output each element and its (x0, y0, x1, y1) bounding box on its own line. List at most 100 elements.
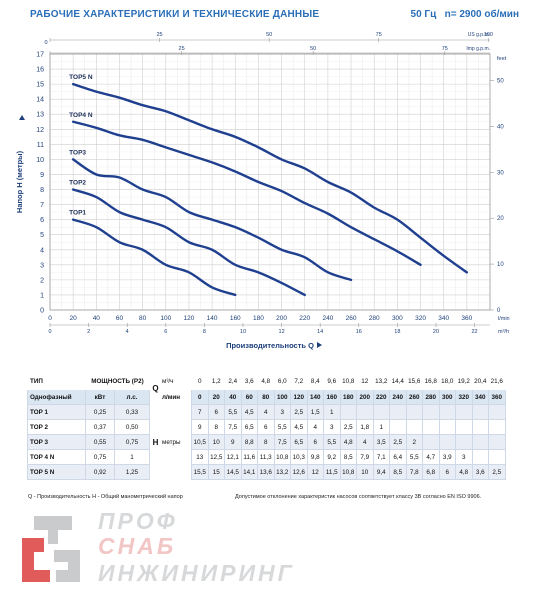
feet-tick-label: 40 (497, 124, 504, 130)
head-cell: 3 (273, 404, 291, 420)
company-logo: ПРОФ СНАБ ИНЖИНИРИНГ (14, 504, 334, 596)
head-cell: 5,5 (273, 419, 291, 435)
head-cell (471, 404, 489, 420)
imp-gpm-unit-label: Imp g.p.m. (466, 46, 490, 52)
head-cell (488, 404, 506, 420)
x-tick-label: 320 (415, 315, 426, 322)
head-cell: 5,5 (323, 434, 341, 450)
y-tick-label: 13 (36, 112, 44, 119)
imp-gpm-tick-label: 25 (179, 46, 185, 52)
m3h-cell: 18,0 (438, 372, 456, 390)
x-tick-label: 280 (369, 315, 380, 322)
feet-tick-label: 50 (497, 79, 504, 85)
head-cell: 2,5 (389, 434, 407, 450)
head-cell (471, 419, 489, 435)
head-cell: 4,7 (422, 449, 440, 465)
head-cell: 9 (224, 434, 242, 450)
series-label-top5-n: TOP5 N (69, 74, 93, 81)
m3h-cell: 9,6 (323, 372, 341, 390)
model-name: TOP 5 N (27, 464, 86, 480)
lmin-cell: 40 (224, 389, 242, 405)
header-rpm: n= 2900 об/мин (444, 9, 519, 20)
m3h-tick-label: 10 (240, 329, 246, 335)
series-label-top1: TOP1 (69, 210, 86, 217)
y-tick-label: 5 (40, 232, 44, 239)
series-label-top2: TOP2 (69, 180, 86, 187)
y-tick-label: 6 (40, 217, 44, 224)
us-gpm-tick-label: 100 (484, 32, 493, 38)
y-tick-label: 0 (40, 308, 44, 315)
series-label-top4-n: TOP4 N (69, 112, 93, 119)
plot-frame (49, 53, 491, 311)
header-kw: кВт (85, 389, 115, 405)
header-speed: 50 Гц n= 2900 об/мин (411, 9, 519, 20)
head-cell: 6,5 (290, 434, 308, 450)
head-cell: 1,5 (306, 404, 324, 420)
table-row: TOP 3 0,55 0,75 10,5 10 9 8,8 8 7,5 6,5 6 5,5 4,8 4 3,… (27, 434, 506, 450)
head-cell: 2,5 (290, 404, 308, 420)
lmin-cell: 340 (471, 389, 489, 405)
feet-tick-label: 20 (497, 216, 504, 222)
series-line-top1 (71, 218, 237, 297)
head-cell: 13 (191, 449, 209, 465)
lmin-cell: 220 (372, 389, 390, 405)
head-cell (455, 404, 473, 420)
header-hp: л.с. (114, 389, 150, 405)
head-cell (488, 449, 506, 465)
m3h-tick-label: 6 (164, 329, 167, 335)
head-cell (422, 404, 440, 420)
head-cell: 8 (257, 434, 275, 450)
head-cell: 7,5 (224, 419, 242, 435)
y-tick-label: 14 (36, 97, 44, 104)
x-tick-label: 160 (230, 315, 241, 322)
head-cell: 4 (306, 419, 324, 435)
q-symbol: Q (149, 372, 161, 405)
x-tick-label: 200 (276, 315, 287, 322)
x-tick-label: 20 (70, 315, 78, 322)
head-cell: 5,5 (224, 404, 242, 420)
feet-tick-label: 30 (497, 170, 504, 176)
series-line-top2 (71, 188, 306, 297)
power-hp: 0,50 (114, 419, 150, 435)
us-gpm-tick-label: 50 (266, 32, 272, 38)
head-cell (455, 434, 473, 450)
y-tick-label: 4 (40, 247, 44, 254)
feet-unit-label: feet (497, 56, 507, 62)
unit-lmin: л/мин (161, 389, 192, 405)
head-cell: 2,5 (488, 464, 506, 480)
lmin-cell: 100 (273, 389, 291, 405)
us-gpm-tick-label: 25 (157, 32, 163, 38)
x-tick-label: 80 (139, 315, 147, 322)
head-cell: 4,8 (339, 434, 357, 450)
head-cell: 9,2 (323, 449, 341, 465)
header-power: МОЩНОСТЬ (P2) (85, 372, 150, 390)
x-tick-label: 60 (116, 315, 124, 322)
head-cell: 6 (257, 419, 275, 435)
footnote-left: Q - Производительность H - Общий маномет… (28, 494, 183, 500)
feet-tick-label: 0 (497, 308, 501, 314)
m3h-cell: 14,4 (389, 372, 407, 390)
power-kw: 0,55 (85, 434, 115, 450)
m3h-tick-label: 8 (203, 329, 206, 335)
model-name: TOP 2 (27, 419, 86, 435)
x-axis-title: Производительность Q (226, 341, 314, 350)
m3h-tick-label: 16 (356, 329, 362, 335)
head-cell: 11,3 (257, 449, 275, 465)
page-title: РАБОЧИЕ ХАРАКТЕРИСТИКИ И ТЕХНИЧЕСКИЕ ДАН… (30, 9, 320, 20)
head-cell: 2 (405, 434, 423, 450)
head-cell: 13,6 (257, 464, 275, 480)
head-cell: 9 (191, 419, 209, 435)
head-cell (471, 449, 489, 465)
head-cell: 10 (207, 434, 225, 450)
table-row: TOP 4 N 0,75 1 13 12,5 12,1 11,6 11,3 10,8 10,3 9,… (27, 449, 506, 465)
head-cell (488, 434, 506, 450)
x-tick-label: 140 (207, 315, 218, 322)
head-cell (422, 419, 440, 435)
y-tick-label: 9 (40, 172, 44, 179)
power-hp: 1,25 (114, 464, 150, 480)
head-cell: 12,5 (207, 449, 225, 465)
table-header-row-lmin: Однофазный кВт л.с. л/мин 0 20 40 60 80 100 12… (27, 389, 506, 405)
m3h-cell: 4,8 (257, 372, 275, 390)
